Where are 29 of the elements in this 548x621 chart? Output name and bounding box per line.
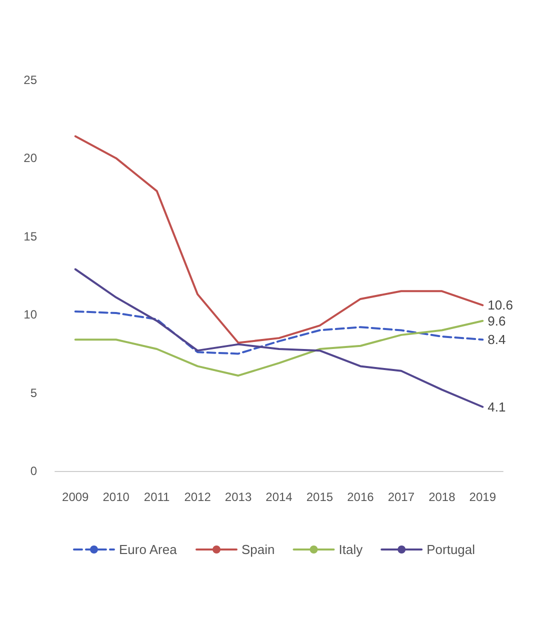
y-tick-label: 5 — [30, 386, 38, 400]
x-tick-label: 2013 — [224, 490, 252, 504]
data-label: 8.4 — [488, 332, 506, 348]
x-tick-label: 2016 — [347, 490, 374, 504]
x-tick-label: 2011 — [144, 490, 170, 504]
legend-label: Portugal — [426, 542, 476, 557]
x-tick-label: 2019 — [469, 490, 496, 504]
x-tick-label: 2012 — [184, 490, 212, 504]
x-tick-label: 2018 — [428, 490, 456, 504]
data-label: 4.1 — [488, 399, 506, 414]
legend-label: Spain — [242, 542, 275, 557]
y-tick-label: 20 — [24, 151, 38, 166]
y-tick-label: 25 — [24, 73, 38, 87]
data-label: 9.6 — [488, 313, 506, 328]
line-series — [74, 320, 484, 377]
x-tick-label: 2017 — [388, 490, 415, 504]
data-label: 10.6 — [488, 298, 513, 313]
x-tick-label: 2014 — [266, 490, 293, 504]
legend-label: Italy — [338, 542, 364, 557]
x-tick-label: 2010 — [102, 490, 130, 504]
line-series — [74, 135, 484, 344]
y-tick-label: 15 — [24, 229, 38, 244]
line-series — [74, 268, 484, 408]
line-series — [74, 310, 484, 355]
legend-label: Euro Area — [118, 542, 178, 557]
y-tick-label: 0 — [30, 464, 38, 478]
y-tick-label: 10 — [24, 308, 38, 322]
x-tick-label: 2009 — [62, 490, 90, 504]
x-tick-label: 2015 — [306, 490, 334, 504]
